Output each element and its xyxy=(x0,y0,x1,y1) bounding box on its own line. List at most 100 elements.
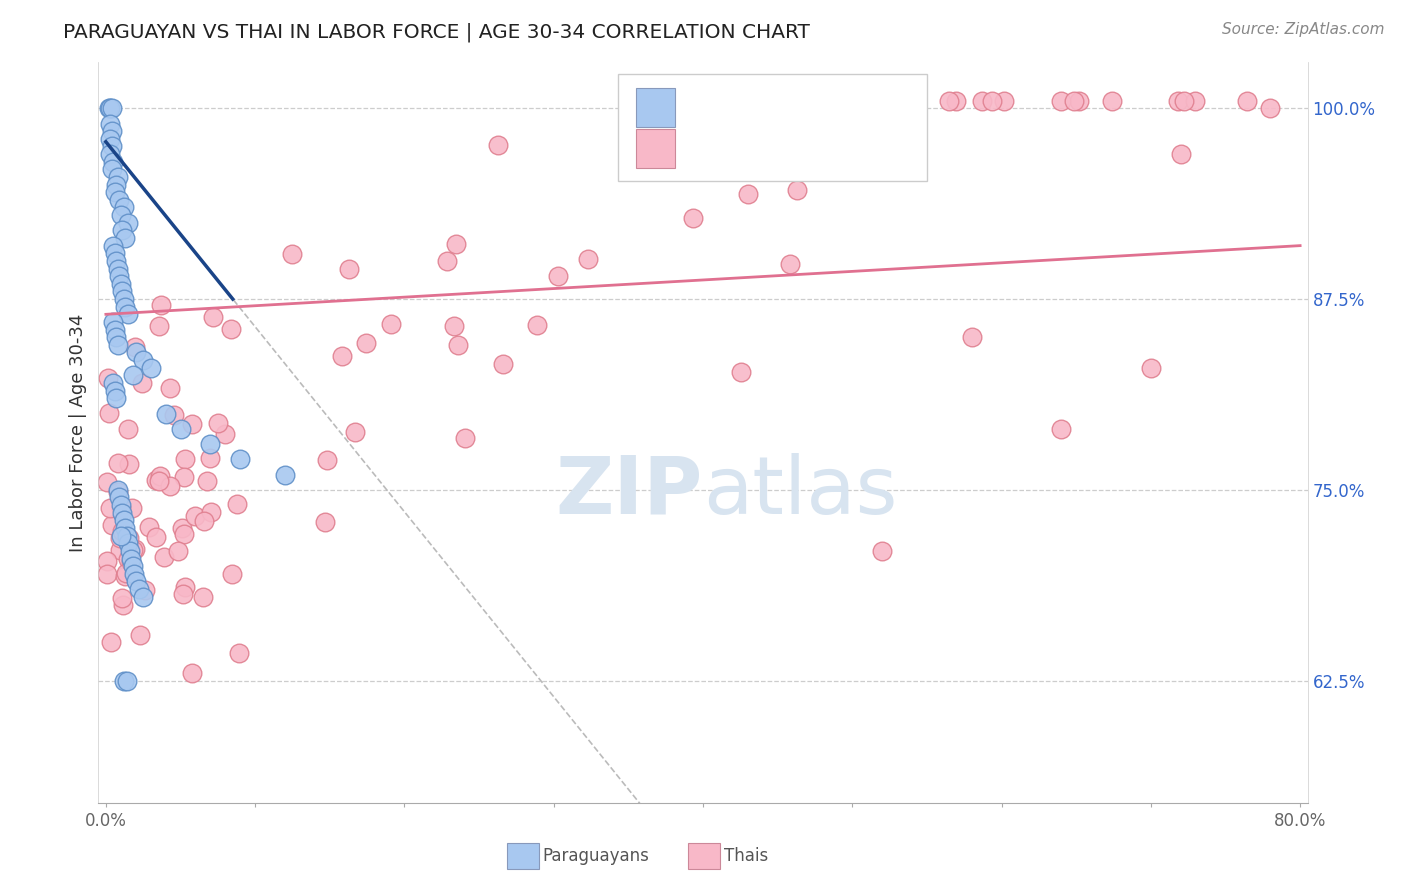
Point xyxy=(960,330,983,344)
Point xyxy=(115,566,138,581)
Point xyxy=(114,300,136,314)
Point xyxy=(486,137,509,152)
Point xyxy=(117,307,139,321)
Point xyxy=(121,543,143,558)
Point xyxy=(104,384,127,398)
Point xyxy=(945,94,967,108)
Point xyxy=(112,201,135,215)
Point xyxy=(226,497,249,511)
Point xyxy=(110,501,132,516)
Point xyxy=(197,474,219,488)
Point xyxy=(101,101,124,115)
Point xyxy=(114,569,136,583)
Point xyxy=(121,501,143,516)
Point xyxy=(1050,422,1073,436)
Point xyxy=(314,515,336,529)
Point xyxy=(139,360,162,375)
Point xyxy=(443,319,465,334)
Point xyxy=(652,153,675,167)
Point xyxy=(125,574,148,589)
Point xyxy=(104,185,127,199)
Point xyxy=(214,426,236,441)
Point xyxy=(173,470,195,484)
Point xyxy=(122,566,145,581)
Point xyxy=(114,521,136,535)
Point xyxy=(96,554,118,568)
Y-axis label: In Labor Force | Age 30-34: In Labor Force | Age 30-34 xyxy=(69,313,87,552)
Point xyxy=(105,178,128,192)
Point xyxy=(111,285,134,299)
Point xyxy=(1236,94,1258,108)
Point xyxy=(117,552,139,566)
Point xyxy=(117,216,139,230)
Point xyxy=(107,338,129,352)
Text: Thais: Thais xyxy=(724,847,768,865)
Point xyxy=(938,94,960,108)
Text: atlas: atlas xyxy=(703,453,897,531)
Text: N = 63: N = 63 xyxy=(811,99,875,117)
Point xyxy=(447,338,470,352)
FancyBboxPatch shape xyxy=(619,73,927,181)
Point xyxy=(108,269,131,284)
Point xyxy=(101,139,124,153)
Point xyxy=(138,520,160,534)
Point xyxy=(228,646,250,660)
Point xyxy=(97,371,120,385)
FancyBboxPatch shape xyxy=(637,88,675,127)
Point xyxy=(492,357,515,371)
Point xyxy=(343,425,366,439)
Point xyxy=(107,483,129,497)
Point xyxy=(108,193,131,207)
Point xyxy=(184,508,207,523)
Point xyxy=(111,591,134,606)
Point xyxy=(1140,360,1163,375)
Point xyxy=(167,544,190,558)
Point xyxy=(131,376,153,390)
Point xyxy=(202,310,225,325)
Point xyxy=(173,581,195,595)
Point xyxy=(128,582,150,596)
Point xyxy=(96,566,118,581)
Point xyxy=(145,530,167,544)
Point xyxy=(125,345,148,359)
Point xyxy=(112,598,135,612)
Point xyxy=(104,322,127,336)
Point xyxy=(105,330,128,344)
Point xyxy=(800,96,823,111)
Point xyxy=(737,186,759,201)
Point xyxy=(155,407,177,421)
Point xyxy=(107,456,129,470)
Point xyxy=(134,582,156,597)
Point xyxy=(98,116,121,130)
Point xyxy=(121,368,143,383)
Point xyxy=(111,524,134,539)
Point xyxy=(526,318,548,332)
Point xyxy=(117,457,139,471)
Point xyxy=(198,450,221,465)
Point xyxy=(436,253,458,268)
Point xyxy=(112,673,135,688)
Point xyxy=(274,467,297,482)
Point xyxy=(101,517,124,532)
Point xyxy=(120,555,142,569)
Point xyxy=(1167,94,1189,108)
Point xyxy=(145,473,167,487)
Point xyxy=(993,94,1015,108)
Point xyxy=(174,452,197,467)
Point xyxy=(730,365,752,379)
Point xyxy=(159,478,181,492)
Point xyxy=(110,529,132,543)
Point xyxy=(159,381,181,395)
Point xyxy=(111,223,134,237)
Point xyxy=(112,292,135,306)
Point xyxy=(682,211,704,225)
Point xyxy=(117,536,139,550)
Point xyxy=(834,94,856,108)
Point xyxy=(786,183,808,197)
Point xyxy=(799,94,821,108)
Point xyxy=(101,124,124,138)
Point xyxy=(124,340,146,354)
Point xyxy=(108,491,131,505)
Point xyxy=(380,317,402,331)
Point xyxy=(193,514,215,528)
